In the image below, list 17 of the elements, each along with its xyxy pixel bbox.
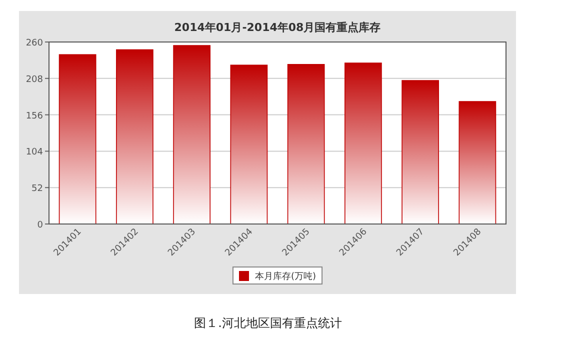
y-tick-label: 52 (32, 184, 43, 194)
bar (344, 62, 382, 224)
y-tick-label: 208 (26, 74, 44, 85)
legend-label: 本月库存(万吨) (254, 271, 316, 282)
bar (458, 101, 496, 224)
y-tick-label: 104 (26, 148, 44, 158)
bar (287, 64, 325, 224)
y-tick-label: 0 (37, 220, 44, 230)
bar (173, 45, 210, 224)
chart-title: 2014年01月-2014年08月国有重点库存 (174, 21, 381, 34)
bar (230, 64, 268, 224)
y-tick-label: 260 (26, 38, 44, 48)
bar (402, 80, 439, 224)
caption: 图１.河北地区国有重点统计 (194, 316, 342, 330)
bar (58, 54, 96, 224)
y-tick-label: 156 (26, 111, 44, 122)
bar (116, 49, 154, 224)
